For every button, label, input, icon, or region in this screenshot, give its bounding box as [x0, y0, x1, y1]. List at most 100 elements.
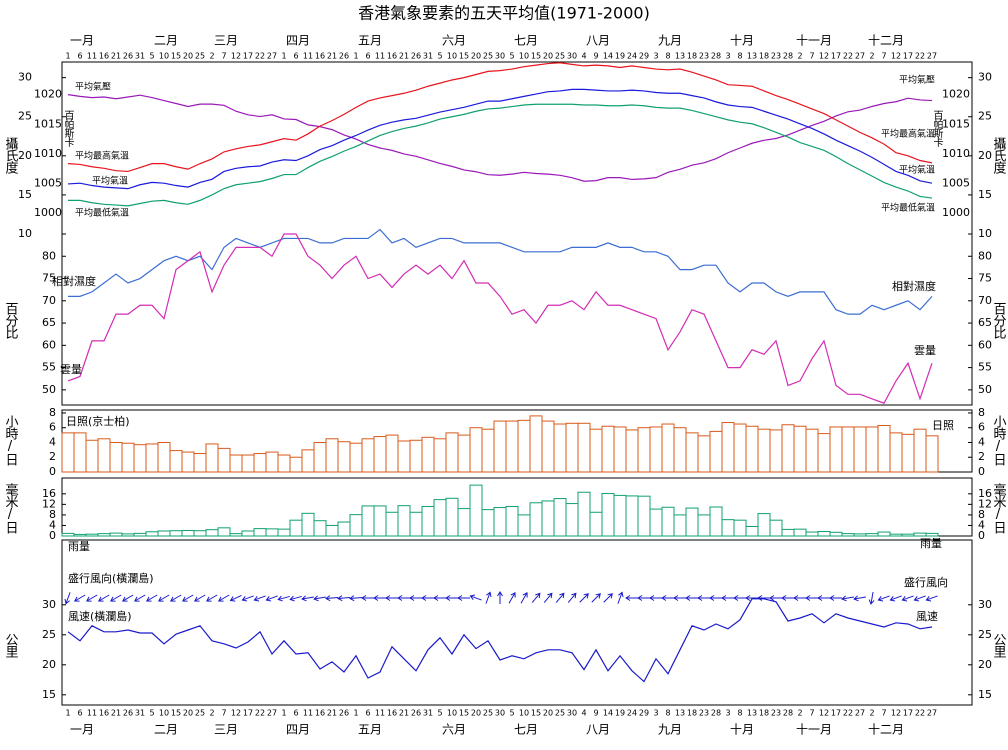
y-tick-label: 20: [978, 658, 992, 671]
x-tick-label: 22: [255, 709, 265, 718]
y-tick-label: 10: [978, 227, 992, 240]
y-tick-label: 80: [978, 249, 992, 262]
bar: [229, 454, 243, 473]
x-tick-label: 22: [915, 709, 925, 718]
bar: [769, 429, 783, 473]
y-tick-label: 60: [978, 338, 992, 351]
bar: [277, 454, 291, 473]
x-tick-label: 8: [737, 52, 742, 61]
month-label: 一月: [70, 723, 94, 737]
bar: [289, 519, 303, 537]
x-tick-label: 9: [593, 52, 598, 61]
wind-arrow: [817, 595, 830, 601]
wind-arrow: [409, 595, 422, 601]
bar: [793, 528, 807, 537]
x-tick-label: 16: [387, 52, 397, 61]
x-tick-label: 2: [209, 709, 214, 718]
bar: [205, 529, 219, 537]
wind-arrow: [603, 593, 613, 603]
y-tick-label: 0: [978, 465, 985, 478]
month-label: 四月: [286, 34, 310, 48]
y-tick-label: 70: [42, 294, 56, 307]
x-tick-label: 2: [797, 52, 802, 61]
x-tick-label: 27: [855, 709, 865, 718]
y-tick-label: 8: [978, 508, 985, 521]
bar: [829, 531, 843, 537]
x-tick-label: 10: [159, 52, 169, 61]
wind-arrow: [769, 595, 782, 601]
x-tick-label: 15: [459, 709, 469, 718]
bar: [817, 433, 831, 473]
month-label: 六月: [442, 723, 466, 737]
bar: [229, 533, 243, 537]
x-tick-label: 16: [315, 52, 325, 61]
y-axis-title: 公里: [991, 633, 1007, 658]
series-line: [67, 598, 933, 683]
x-tick-label: 2: [869, 709, 874, 718]
wind-arrow: [841, 595, 854, 602]
y-tick-label: 50: [978, 383, 992, 396]
bar: [721, 519, 735, 537]
y-tick-label: 55: [42, 361, 56, 374]
y-tick-label: 15: [42, 688, 56, 701]
x-tick-label: 4: [581, 709, 586, 718]
x-tick-label: 15: [531, 709, 541, 718]
x-tick-label: 29: [639, 52, 649, 61]
bar: [649, 508, 663, 537]
y-tick-label: 16: [42, 487, 56, 500]
wind-arrow: [385, 595, 398, 601]
x-tick-label: 21: [111, 709, 121, 718]
y-axis-title: 百分比: [3, 302, 19, 340]
bar: [457, 434, 471, 473]
x-tick-label: 17: [831, 709, 841, 718]
wind-arrow: [349, 595, 363, 602]
x-tick-label: 25: [483, 709, 493, 718]
series-label: 平均氣壓: [899, 74, 935, 86]
x-tick-label: 30: [495, 709, 505, 718]
bar: [505, 420, 519, 473]
bar: [745, 425, 759, 473]
y-tick-label: 60: [42, 338, 56, 351]
bar: [445, 497, 459, 537]
bar: [469, 427, 483, 473]
bar: [481, 509, 495, 537]
x-tick-label: 2: [869, 52, 874, 61]
bar: [613, 494, 627, 537]
month-label: 七月: [514, 723, 538, 737]
bar: [493, 507, 507, 537]
x-tick-label: 26: [339, 52, 349, 61]
bar: [433, 499, 447, 537]
x-tick-label: 2: [209, 52, 214, 61]
y-tick-label: 25: [978, 110, 992, 123]
bar: [73, 533, 87, 537]
bar: [133, 532, 147, 537]
wind-arrow: [913, 595, 926, 602]
bar: [301, 512, 315, 537]
bar: [157, 530, 171, 537]
wind-arrow: [205, 594, 218, 602]
wind-arrow: [229, 595, 242, 602]
bar: [697, 514, 711, 537]
x-tick-label: 25: [195, 709, 205, 718]
x-tick-label: 11: [303, 709, 313, 718]
x-tick-label: 10: [447, 52, 457, 61]
bar: [865, 533, 879, 537]
x-tick-label: 7: [221, 52, 226, 61]
y-tick-label: 65: [42, 316, 56, 329]
wind-arrow: [661, 595, 674, 601]
wind-arrow: [361, 595, 374, 601]
y2-tick-label: 1005: [34, 177, 62, 190]
bar: [61, 532, 75, 537]
bar: [289, 456, 303, 473]
month-label: 五月: [358, 723, 382, 737]
x-tick-label: 21: [327, 52, 337, 61]
x-tick-label: 28: [711, 709, 721, 718]
bar: [325, 438, 339, 473]
series-label: 平均氣溫: [899, 164, 935, 176]
bar: [265, 528, 279, 537]
x-tick-label: 21: [399, 709, 409, 718]
y-tick-label: 8: [49, 406, 56, 419]
bar: [901, 433, 915, 473]
y-tick-label: 30: [18, 71, 32, 84]
